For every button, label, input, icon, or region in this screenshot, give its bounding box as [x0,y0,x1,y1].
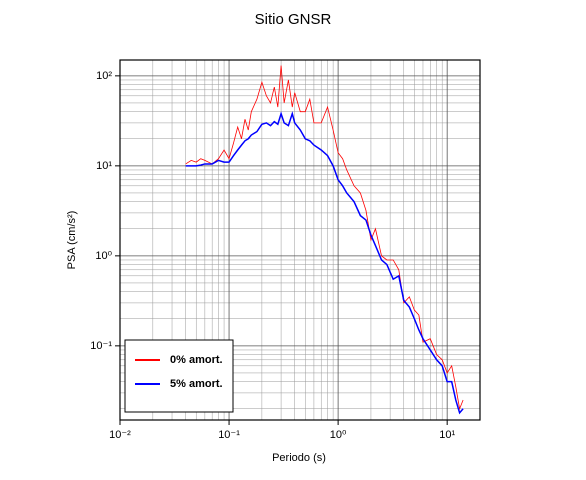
x-tick-label: 10¹ [439,429,455,441]
x-axis-label: Periodo (s) [272,452,326,464]
y-tick-label: 10¹ [96,160,112,172]
x-tick-label: 10⁰ [330,429,347,441]
legend-box [124,339,234,413]
plot-frame [119,59,481,421]
y-tick-label: 10⁰ [95,250,112,262]
series-line [185,111,464,415]
y-tick-label: 10² [96,70,112,82]
chart-title: Sitio GNSR [255,11,332,28]
y-tick-label: 10⁻¹ [90,340,112,352]
series-line [185,65,464,411]
legend-label: 5% amort. [170,378,223,390]
x-tick-label: 10⁻² [109,429,131,441]
x-tick-label: 10⁻¹ [218,429,240,441]
legend-label: 0% amort. [170,354,223,366]
y-axis-label: PSA (cm/s²) [66,211,78,270]
